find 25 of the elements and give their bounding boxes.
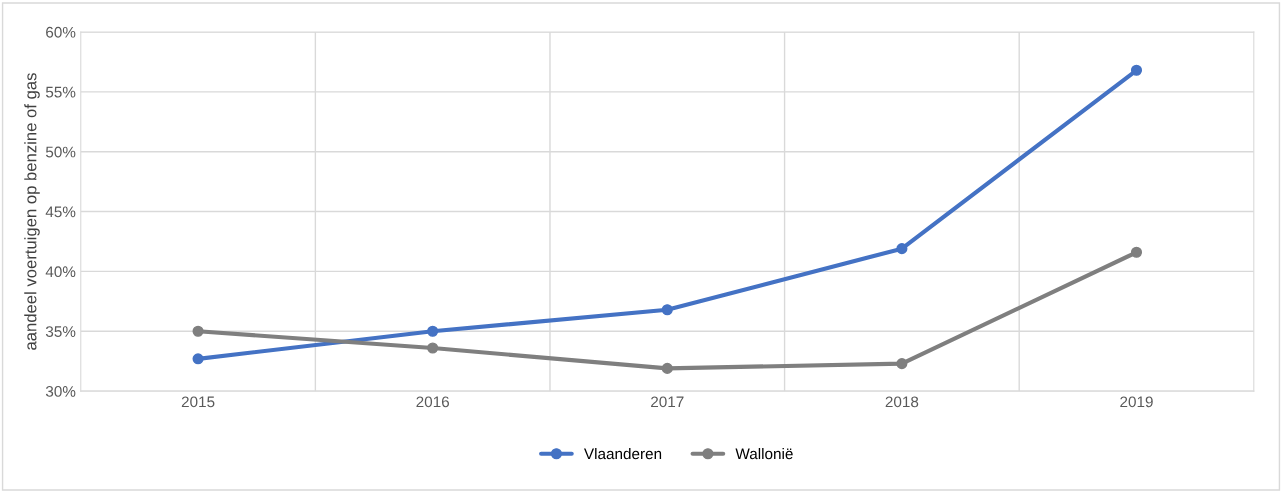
- x-tick-label: 2019: [1120, 396, 1153, 408]
- x-tick-label: 2016: [416, 396, 449, 408]
- point: [661, 304, 673, 316]
- x-tick-label: 2015: [181, 396, 215, 408]
- point: [427, 325, 439, 337]
- x-tick-label: 2017: [651, 396, 684, 408]
- point: [661, 362, 673, 374]
- y-axis-title: aandeel voertuigen op benzine of gas: [24, 73, 40, 350]
- y-tick-label: 45%: [45, 206, 76, 218]
- point: [1130, 246, 1143, 258]
- y-tick-label: 60%: [46, 26, 76, 38]
- legend-label: Vlaanderen: [583, 447, 662, 460]
- y-tick-label: 40%: [45, 266, 76, 278]
- point: [192, 325, 204, 337]
- point: [896, 243, 908, 255]
- point: [1130, 64, 1143, 76]
- point: [192, 353, 204, 365]
- x-tick-label: 2018: [885, 396, 919, 408]
- point: [896, 358, 908, 370]
- y-tick-label: 30%: [45, 386, 76, 397]
- legend-label: Wallonië: [735, 447, 793, 460]
- y-tick-label: 35%: [45, 326, 76, 337]
- point: [427, 342, 439, 354]
- y-tick-label: 55%: [45, 86, 76, 98]
- y-tick-label: 50%: [45, 146, 76, 158]
